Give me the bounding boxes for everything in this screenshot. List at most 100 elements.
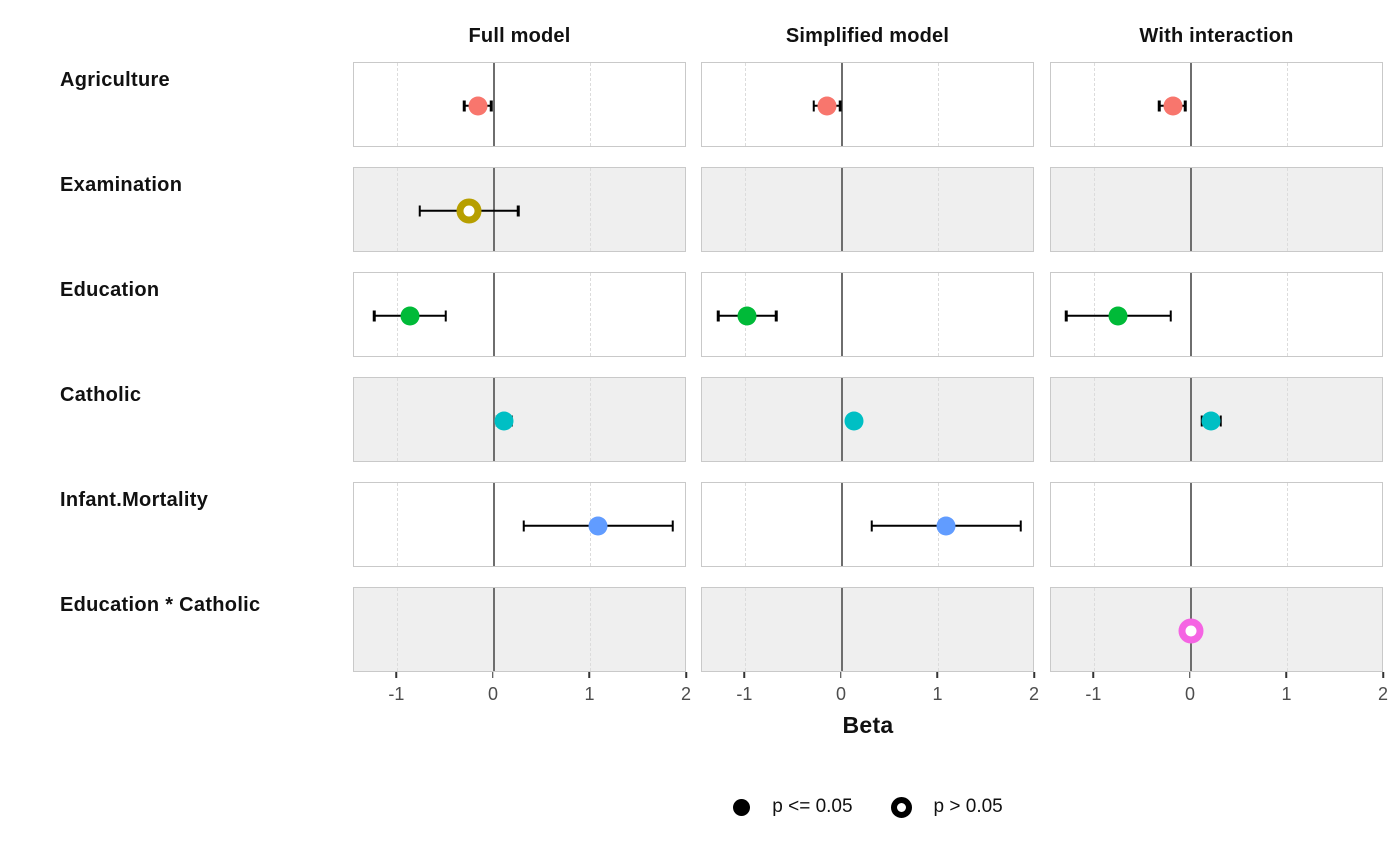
x-axis-tick: [685, 672, 687, 678]
legend: p <= 0.05 p > 0.05: [353, 796, 1383, 818]
legend-item: p <= 0.05: [733, 796, 853, 818]
panel-cell: [1050, 377, 1383, 462]
panel-cell: [353, 587, 686, 672]
legend-filled-dot-icon: [733, 798, 751, 816]
error-bar-cap: [1019, 520, 1022, 531]
gridline-dashed: [938, 378, 940, 461]
error-bar-cap: [812, 100, 816, 111]
x-axis-tick: [1033, 672, 1035, 678]
panel-cell: [353, 377, 686, 462]
x-tick-label: 2: [680, 684, 692, 704]
error-bar-cap: [775, 310, 778, 321]
error-bar-cap: [1219, 415, 1223, 426]
x-axis-tick: [1092, 672, 1095, 678]
term-label: Agriculture: [60, 69, 170, 91]
panel-cell: [1050, 167, 1383, 252]
legend-item-label: p <= 0.05: [772, 796, 853, 817]
gridline-zero: [840, 483, 844, 566]
gridline-dashed: [397, 63, 399, 146]
estimate-marker-filled: [588, 516, 608, 535]
panel-cell: [1050, 482, 1383, 567]
error-bar-cap: [671, 520, 674, 531]
estimate-marker-filled: [817, 96, 837, 115]
error-bar-cap: [522, 520, 526, 531]
x-axis-tick: [588, 672, 591, 678]
gridline-dashed: [397, 378, 399, 461]
x-axis-tick: [492, 672, 494, 678]
x-tick-label: 1: [584, 684, 595, 704]
estimate-marker-filled: [737, 306, 757, 325]
estimate-marker-filled: [1201, 411, 1221, 430]
x-tick-label: -1: [388, 684, 405, 704]
panel-cell: [1050, 62, 1383, 147]
error-bar-cap: [444, 310, 447, 321]
gridline-zero: [492, 378, 496, 461]
gridline-dashed: [938, 588, 940, 671]
legend-open-dot-icon: [890, 796, 912, 818]
error-bar-cap: [838, 100, 842, 111]
error-bar-cap: [462, 100, 466, 111]
estimate-marker-filled: [400, 306, 420, 325]
legend-item: p > 0.05: [890, 796, 1003, 818]
x-tick-label: 0: [835, 684, 846, 704]
term-label: Education: [60, 279, 160, 301]
gridline-zero: [1189, 273, 1193, 356]
x-axis-tick: [1382, 672, 1384, 678]
gridline-dashed: [1094, 378, 1096, 461]
gridline-zero: [840, 273, 844, 356]
error-bar-cap: [516, 205, 520, 216]
model-title: Full model: [468, 25, 571, 47]
estimate-marker-filled: [936, 516, 956, 535]
gridline-zero: [840, 588, 844, 671]
gridline-dashed: [397, 588, 399, 671]
gridline-zero: [840, 63, 844, 146]
estimate-marker-open: [456, 198, 482, 223]
gridline-dashed: [745, 588, 747, 671]
gridline-dashed: [1094, 168, 1096, 251]
panel-cell: [353, 167, 686, 252]
estimate-marker-filled: [468, 96, 488, 115]
x-tick-label: 1: [932, 684, 943, 704]
error-bar-cap: [489, 100, 493, 111]
gridline-dashed: [1094, 63, 1096, 146]
panel-cell: [701, 167, 1034, 252]
term-label: Catholic: [60, 384, 142, 406]
x-axis-tick: [743, 672, 746, 678]
error-bar-cap: [717, 310, 720, 321]
gridline-dashed: [1287, 273, 1289, 356]
gridline-dashed: [397, 168, 399, 251]
estimate-marker-filled: [1163, 96, 1183, 115]
gridline-dashed: [590, 378, 592, 461]
gridline-dashed: [1287, 378, 1289, 461]
error-bar-cap: [373, 310, 376, 321]
x-axis-tick: [936, 672, 939, 678]
x-axis-tick: [1285, 672, 1288, 678]
panel-cell: [701, 62, 1034, 147]
gridline-dashed: [745, 168, 747, 251]
estimate-marker-filled: [844, 411, 864, 430]
gridline-zero: [840, 378, 844, 461]
gridline-dashed: [590, 63, 592, 146]
x-tick-label: 1: [1281, 684, 1292, 704]
gridline-zero: [1189, 63, 1193, 146]
gridline-dashed: [1287, 588, 1289, 671]
model-title: Simplified model: [785, 25, 950, 47]
estimate-marker-open: [1178, 618, 1204, 643]
gridline-zero: [492, 483, 496, 566]
model-title: With interaction: [1139, 25, 1294, 47]
gridline-zero: [1189, 483, 1193, 566]
error-bar-cap: [1157, 100, 1161, 111]
x-tick-label: -1: [736, 684, 753, 704]
gridline-dashed: [938, 63, 940, 146]
error-bar-cap: [1065, 310, 1068, 321]
gridline-dashed: [397, 483, 399, 566]
gridline-dashed: [745, 378, 747, 461]
x-axis-tick: [840, 672, 842, 678]
x-axis-tick: [395, 672, 398, 678]
panel-cell: [353, 272, 686, 357]
gridline-dashed: [938, 273, 940, 356]
gridline-dashed: [745, 483, 747, 566]
panel-cell: [701, 482, 1034, 567]
estimate-marker-filled: [494, 411, 514, 430]
panel-cell: [701, 377, 1034, 462]
